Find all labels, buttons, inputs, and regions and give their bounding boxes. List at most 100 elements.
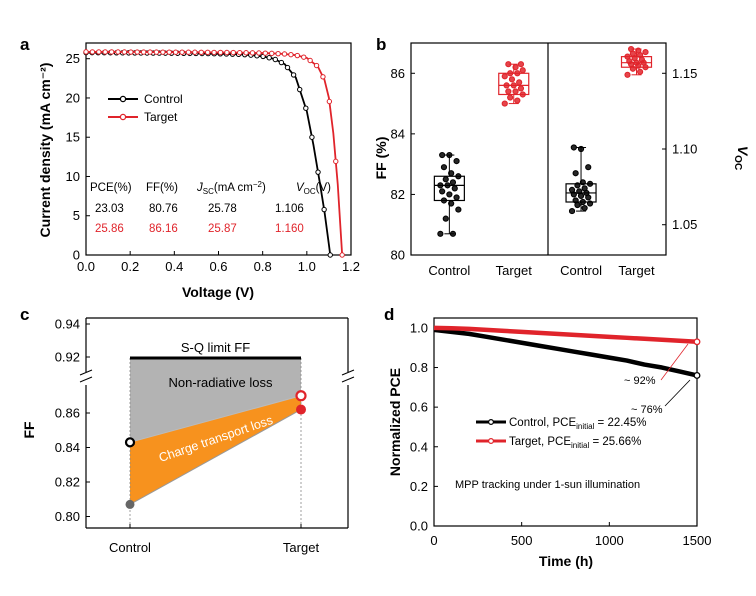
legend-d-target-name: Target bbox=[509, 436, 542, 448]
stability-curve-target bbox=[433, 325, 698, 345]
panel-label-a: a bbox=[20, 35, 30, 54]
jv-point-target bbox=[83, 49, 89, 55]
box-point bbox=[439, 188, 446, 195]
panel-b-ylabel-left: FF (%) bbox=[373, 137, 389, 180]
jv-point-target bbox=[172, 49, 179, 55]
box-point bbox=[624, 71, 631, 78]
box-point bbox=[628, 45, 635, 53]
jv-point-target bbox=[185, 49, 192, 55]
box-point bbox=[437, 230, 444, 237]
jv-point-target bbox=[262, 50, 269, 56]
box-point bbox=[448, 200, 455, 207]
x-category-label: Target bbox=[496, 263, 533, 278]
non-radiative-loss-region bbox=[130, 358, 301, 443]
y-tick-label: 0.94 bbox=[55, 317, 80, 332]
legend-d-target-value: 25.66% bbox=[602, 436, 641, 448]
legend-d-control-marker bbox=[488, 419, 495, 426]
box-point bbox=[568, 207, 576, 215]
box-point bbox=[440, 164, 448, 171]
legend-d-target-marker bbox=[488, 438, 495, 445]
legend-d-control-sub: initial bbox=[576, 422, 594, 431]
y-tick-label: 0.82 bbox=[55, 475, 80, 490]
table-header-voc: VOC(V) bbox=[296, 182, 331, 196]
annotation-control-end: ~ 76% bbox=[631, 404, 663, 416]
jv-point-target bbox=[249, 50, 256, 56]
jv-point-target bbox=[224, 49, 230, 56]
box-point bbox=[642, 48, 649, 56]
charge-transport-loss-region bbox=[130, 395, 301, 505]
legend-d-target-sep: , bbox=[541, 436, 547, 448]
table-target-ff: 86.16 bbox=[149, 223, 178, 235]
table-target-pce: 25.86 bbox=[95, 223, 124, 235]
y-tick-label: 5 bbox=[73, 208, 80, 223]
panel-c: c 0.94 0.92 0.86 0.84 0.82 0.80 Control Target S… bbox=[20, 305, 355, 555]
box-point bbox=[585, 164, 592, 171]
jsc-sub: SC bbox=[203, 187, 214, 196]
jv-point-control bbox=[327, 252, 333, 258]
non-radiative-loss-label: Non-radiative loss bbox=[168, 375, 273, 390]
sq-limit-label: S-Q limit FF bbox=[181, 340, 250, 355]
box-point bbox=[505, 61, 512, 68]
legend-d-control-sep: , bbox=[546, 417, 552, 429]
table-header-pce: PCE(%) bbox=[90, 182, 132, 194]
x-tick-label: 1.0 bbox=[298, 259, 316, 274]
y-tick-label: 80 bbox=[391, 248, 405, 263]
control-upper-point bbox=[124, 437, 136, 448]
x-category-label: Target bbox=[283, 540, 320, 555]
box-point bbox=[455, 173, 462, 180]
jv-point-control bbox=[290, 72, 297, 78]
legend-d-target-sub: initial bbox=[571, 441, 589, 450]
annotation-control-pointer bbox=[664, 379, 691, 407]
x-category-label: Control bbox=[428, 263, 470, 278]
legend-control-marker bbox=[119, 95, 127, 103]
jv-point-target bbox=[160, 49, 166, 55]
panel-c-content: 0.94 0.92 0.86 0.84 0.82 0.80 Control Target S-Q… bbox=[55, 317, 355, 555]
box-point bbox=[442, 176, 449, 183]
y-tick-label: 0.2 bbox=[410, 479, 428, 494]
panel-d-note: MPP tracking under 1-sun illumination bbox=[455, 479, 640, 491]
y-tick-label: 1.05 bbox=[672, 217, 697, 232]
y-tick-label: 0.0 bbox=[410, 519, 428, 534]
table-target-jsc: 25.87 bbox=[208, 223, 237, 235]
box-point bbox=[442, 215, 449, 222]
y-tick-label: 0.84 bbox=[55, 440, 80, 455]
box-point bbox=[519, 67, 526, 74]
box-point bbox=[574, 182, 581, 189]
voc-axis-sub: OC bbox=[732, 155, 743, 170]
jv-point-target bbox=[102, 49, 108, 55]
annotation-target-pointer bbox=[660, 343, 689, 381]
box-point bbox=[437, 182, 444, 189]
panel-a-table: PCE(%) FF(%) JSC(mA cm−2) VOC(V) 23.03 8… bbox=[90, 180, 331, 235]
x-tick-label: 0.0 bbox=[77, 259, 95, 274]
x-tick-label: 1.2 bbox=[342, 259, 360, 274]
jv-point-control bbox=[278, 59, 285, 66]
x-tick-label: 0.4 bbox=[165, 259, 183, 274]
box-point bbox=[579, 179, 586, 186]
panel-a-curves bbox=[83, 49, 345, 258]
panel-b-ylabel-right: VOC bbox=[732, 146, 751, 170]
box-point bbox=[453, 158, 460, 165]
y-tick-label: 1.10 bbox=[672, 142, 697, 157]
box-point bbox=[581, 204, 588, 212]
axis-break-mark bbox=[341, 369, 355, 376]
box-point bbox=[579, 198, 586, 206]
jv-point-target bbox=[275, 50, 281, 57]
jv-point-control bbox=[272, 56, 278, 63]
stability-curve-control bbox=[433, 327, 698, 378]
box-point bbox=[501, 73, 508, 80]
target-lower-point bbox=[296, 404, 306, 415]
stability-end-point-control bbox=[693, 371, 701, 379]
box-point bbox=[576, 188, 583, 195]
legend-d-control-name: Control bbox=[509, 417, 546, 429]
jv-point-target bbox=[230, 49, 236, 56]
panel-d-xlabel: Time (h) bbox=[539, 553, 593, 569]
y-tick-label: 0.8 bbox=[410, 360, 428, 375]
box-point bbox=[510, 82, 517, 89]
jv-point-target bbox=[288, 51, 294, 58]
jv-point-target bbox=[320, 74, 326, 80]
charge-transport-lower-edge bbox=[129, 409, 302, 505]
y-tick-label: 0.6 bbox=[410, 400, 428, 415]
x-tick-label: 0 bbox=[430, 533, 437, 548]
box-point bbox=[448, 170, 455, 177]
panel-c-ylabel: FF bbox=[21, 421, 37, 439]
